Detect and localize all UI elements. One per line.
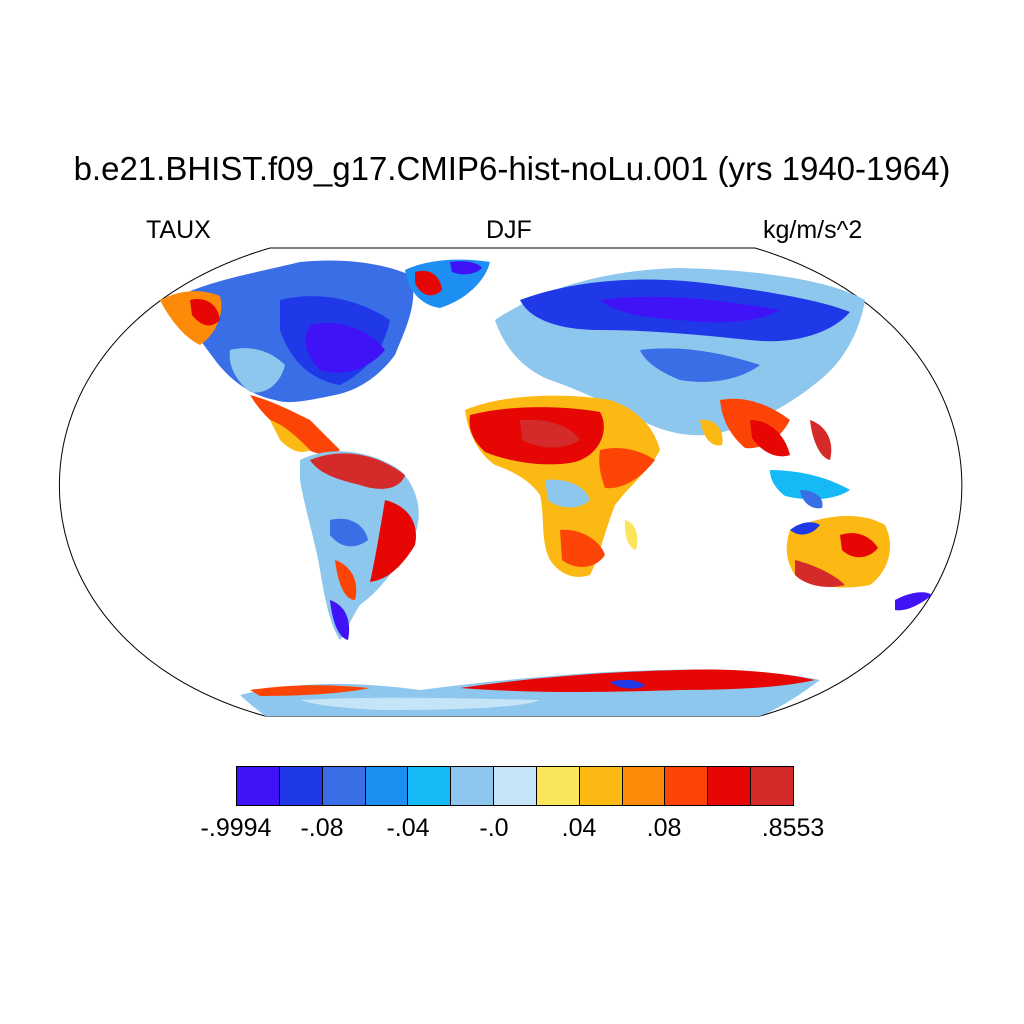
colorbar-swatch xyxy=(237,767,280,805)
colorbar-swatch xyxy=(365,767,409,805)
colorbar-swatch xyxy=(408,767,452,805)
southeast-asia xyxy=(770,470,850,509)
colorbar-swatch xyxy=(279,767,323,805)
colorbar-swatch xyxy=(494,767,537,805)
colorbar-swatch xyxy=(536,767,580,805)
south-america xyxy=(300,451,419,640)
colorbar-label: -.04 xyxy=(386,814,430,842)
colorbar-swatch xyxy=(751,767,793,805)
colorbar-label: -.0 xyxy=(479,814,509,842)
colorbar-label: -.9994 xyxy=(200,814,272,842)
plot-title: b.e21.BHIST.f09_g17.CMIP6-hist-noLu.001 … xyxy=(73,150,951,187)
colorbar-label: .04 xyxy=(561,814,597,842)
africa xyxy=(465,395,660,577)
eurasia xyxy=(495,268,865,460)
colorbar-label: .8553 xyxy=(761,814,825,842)
colorbar-swatch xyxy=(579,767,623,805)
colorbar-swatch xyxy=(622,767,666,805)
north-america xyxy=(160,260,414,455)
season-label: DJF xyxy=(486,216,532,244)
colorbar-swatch xyxy=(708,767,752,805)
units-label: kg/m/s^2 xyxy=(763,216,863,244)
colorbar-label: -.08 xyxy=(300,814,344,842)
colorbar-swatch xyxy=(665,767,709,805)
variable-label: TAUX xyxy=(146,216,211,244)
colorbar-swatch xyxy=(322,767,366,805)
antarctica xyxy=(240,669,820,716)
greenland xyxy=(405,259,490,308)
colorbar-swatch xyxy=(451,767,495,805)
colorbar xyxy=(236,766,794,806)
australia xyxy=(786,515,932,611)
colorbar-label: .08 xyxy=(646,814,682,842)
